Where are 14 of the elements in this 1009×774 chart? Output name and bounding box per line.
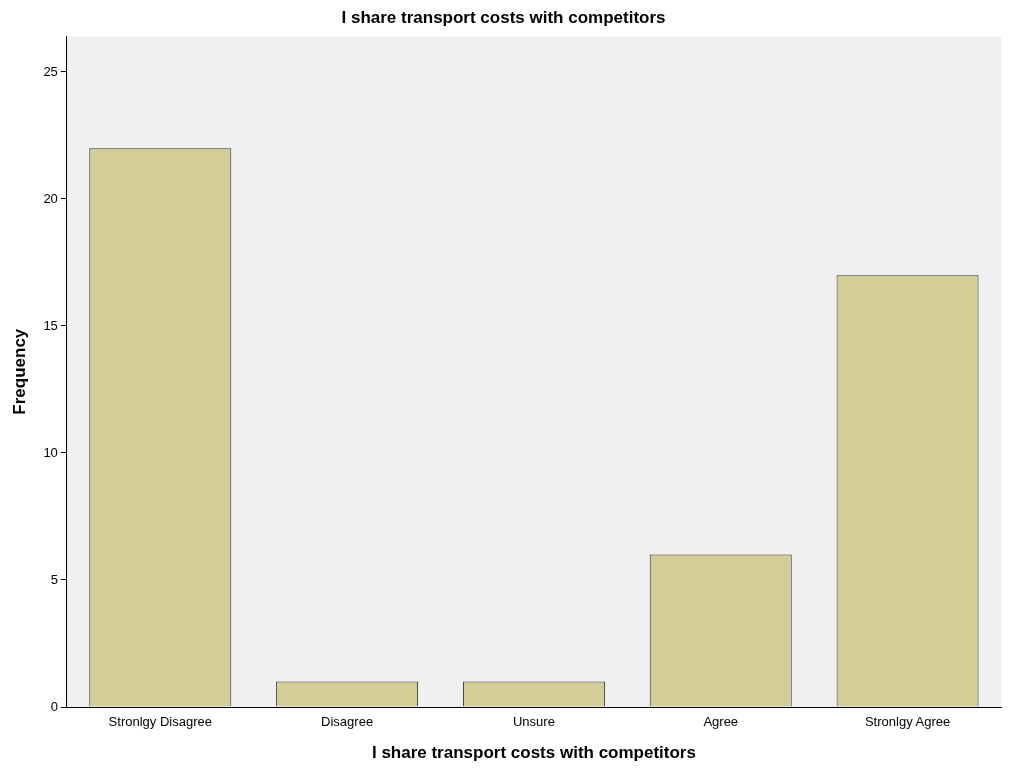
y-tick-label: 0	[50, 698, 58, 714]
y-tick-label: 10	[43, 444, 58, 460]
y-axis-title: Frequency	[9, 328, 29, 415]
x-tick-label: Unsure	[512, 714, 555, 730]
x-tick-label: Agree	[703, 714, 739, 730]
y-tick-label: 20	[43, 190, 58, 206]
y-tick-label: 15	[43, 317, 58, 333]
x-tick-label: Disagree	[321, 714, 374, 730]
x-tick-label: Stronlgy Disagree	[108, 714, 212, 730]
x-tick-label: Stronlgy Agree	[864, 714, 951, 730]
chart-title: I share transport costs with competitors	[341, 7, 666, 27]
y-tick-label: 5	[50, 571, 58, 587]
x-axis-title: I share transport costs with competitors	[371, 743, 696, 763]
y-tick-label: 25	[43, 63, 58, 79]
